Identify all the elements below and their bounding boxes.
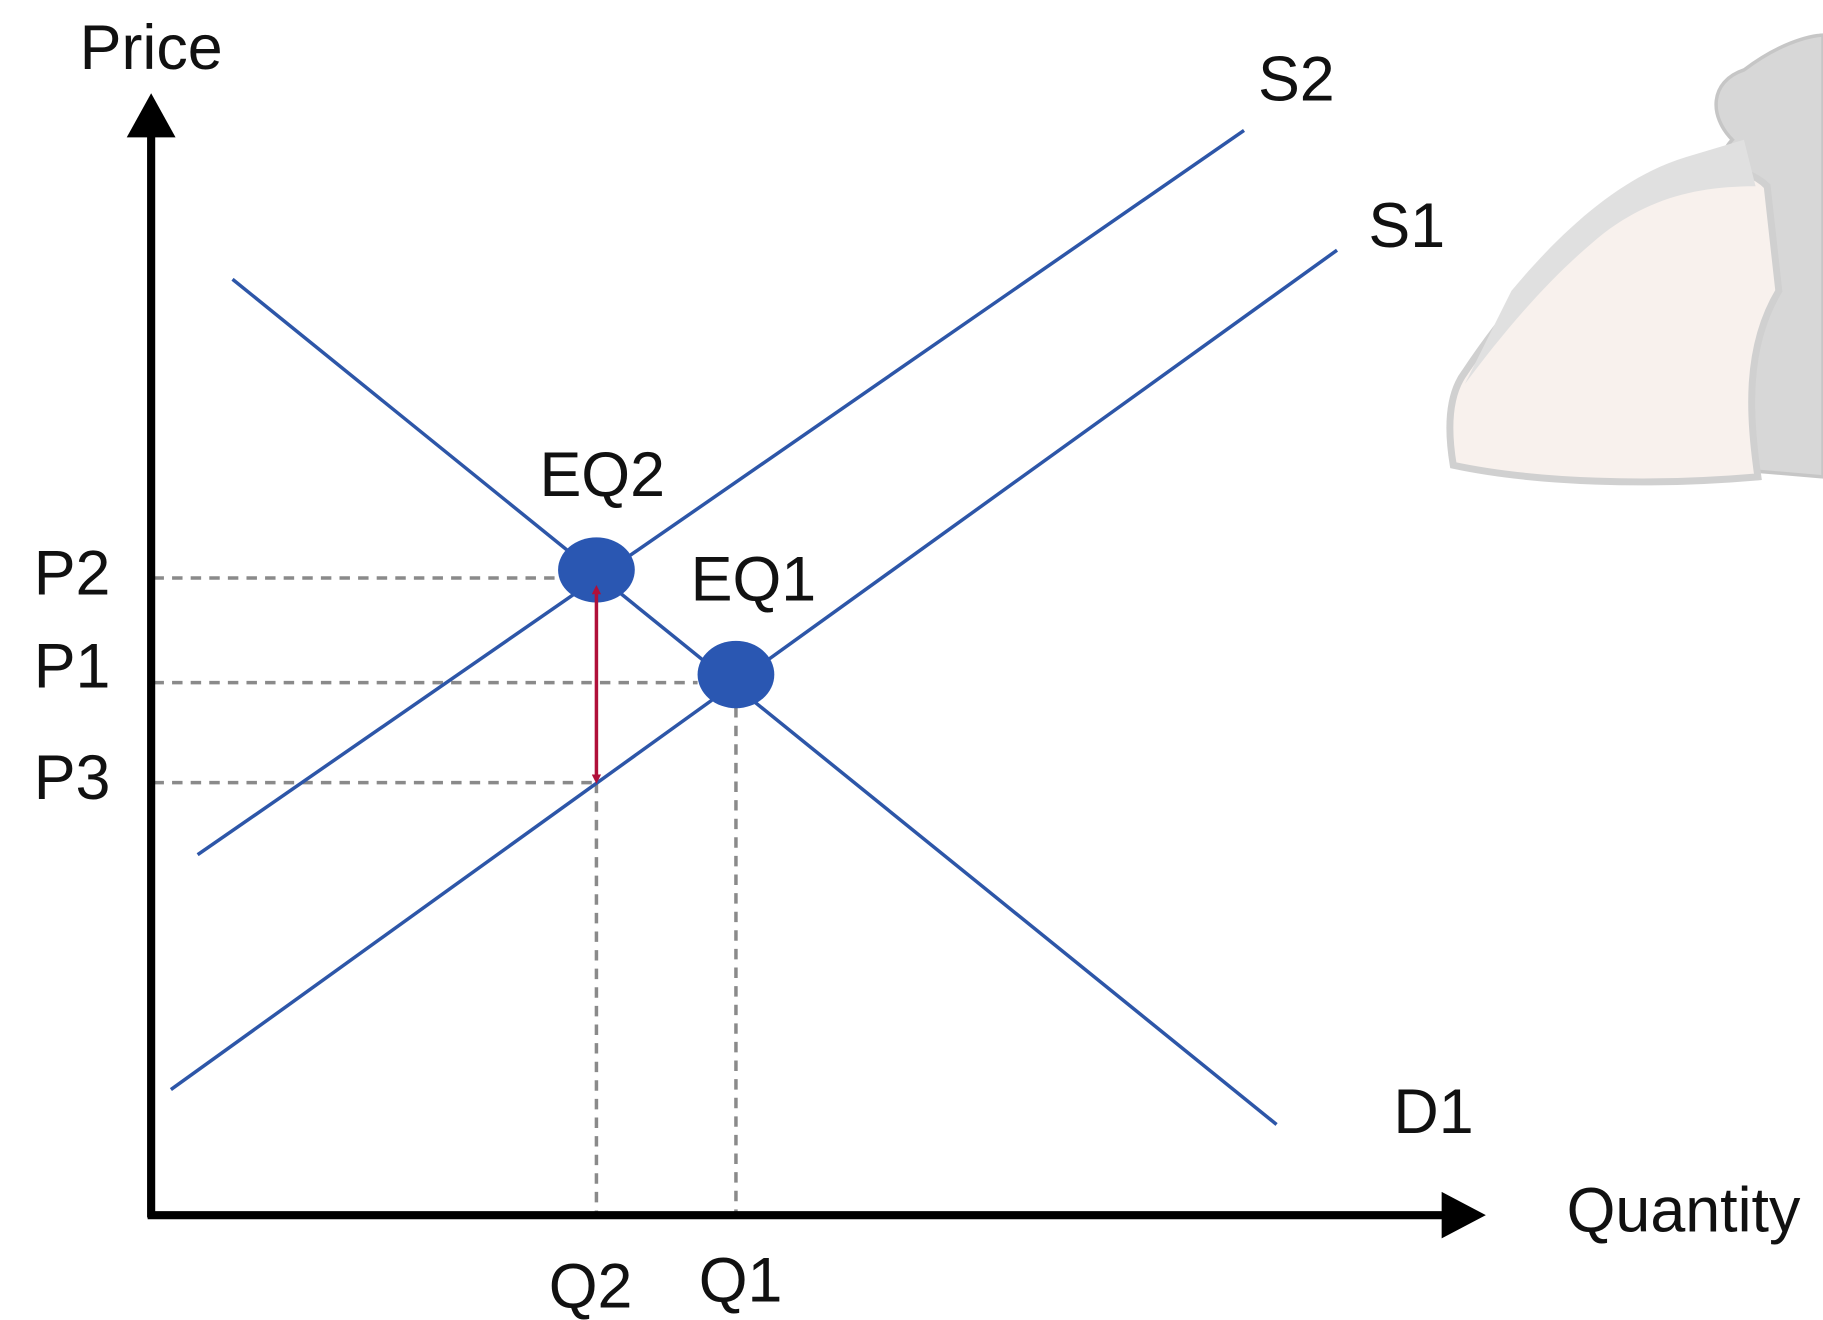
x-axis-arrowhead: [1441, 1191, 1486, 1239]
point-label: EQ2: [539, 440, 665, 510]
guide-lines: [153, 576, 738, 1213]
supply-curve-s2: [196, 128, 1246, 857]
quantity-label: Q2: [549, 1251, 633, 1320]
price-label: P1: [34, 632, 111, 702]
background-figure: [1446, 33, 1823, 486]
y-axis-arrowhead: [126, 93, 176, 138]
x-axis-label: Quantity: [1567, 1176, 1801, 1246]
equilibrium-point: [558, 537, 635, 603]
curve-label: S2: [1258, 44, 1335, 114]
equilibrium-point: [697, 640, 775, 709]
price-label: P3: [34, 743, 111, 813]
curve-label: S1: [1368, 191, 1445, 261]
point-label: EQ1: [691, 544, 817, 614]
curve-label: D1: [1393, 1077, 1473, 1147]
axes: [126, 93, 1486, 1239]
quantity-label: Q1: [699, 1245, 783, 1315]
y-axis-label: Price: [80, 13, 223, 83]
price-label: P2: [34, 539, 111, 609]
